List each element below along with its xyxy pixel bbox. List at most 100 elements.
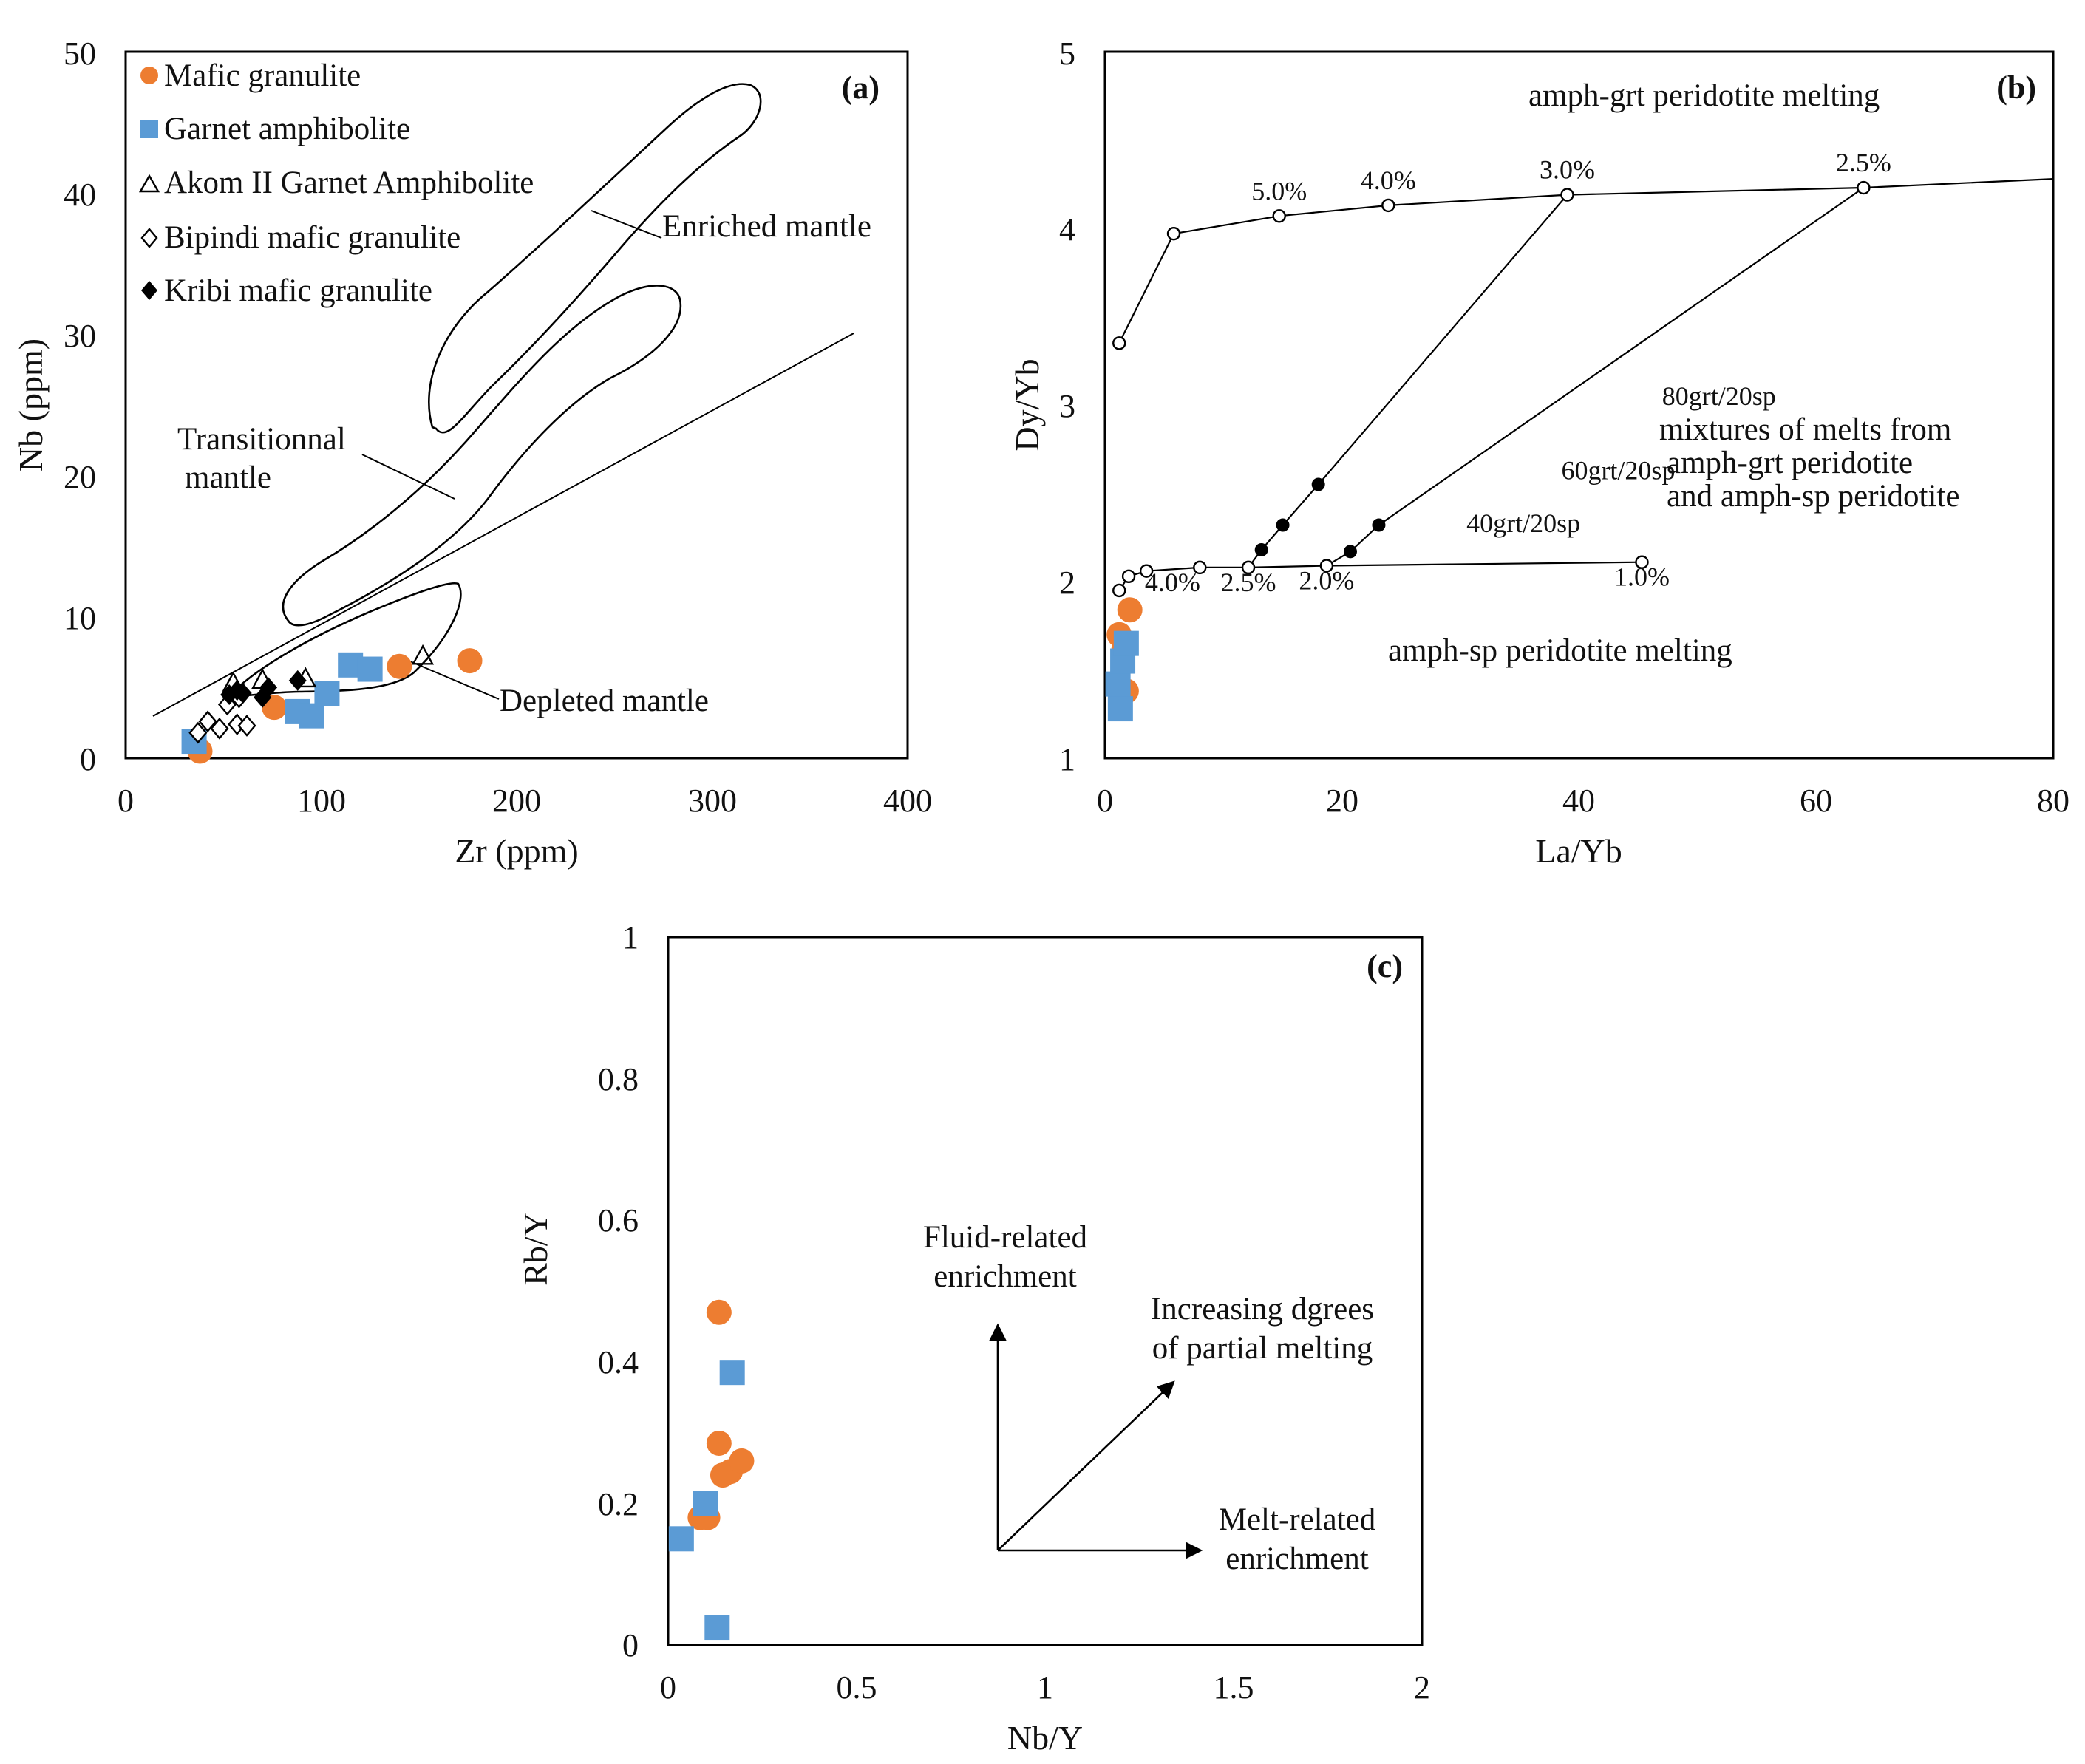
legend-marker-akom-triangle <box>138 174 160 193</box>
panel-a-xtick: 300 <box>688 783 737 819</box>
panel-c-ytick: 0.2 <box>598 1486 639 1522</box>
legend-label: Garnet amphibolite <box>164 112 410 146</box>
panel-a-ytick: 30 <box>64 318 96 354</box>
panel-c-ytick: 0.4 <box>598 1344 639 1380</box>
enriched-mantle-label: Enriched mantle <box>662 209 871 244</box>
amph-sp-peridotite-melting-curve-label: 2.5% <box>1221 568 1276 597</box>
panel-a-label: (a) <box>842 69 880 106</box>
akom-ii-garnet-amphibolite-point <box>412 644 435 665</box>
amph-grt-peridotite-melting-curve-node-point <box>1857 180 1871 195</box>
amph-grt-peridotite-melting-curve-node-point <box>1560 188 1574 202</box>
panel-c-xticks: 0 0.5 1 1.5 2 <box>660 1669 1430 1706</box>
panel-c-yticks: 0 0.2 0.4 0.6 0.8 1 <box>598 919 639 1663</box>
garnet-amphibolite-point <box>1105 671 1131 697</box>
legend-marker-bipindi-diamond <box>140 228 158 248</box>
panel-b-ytick: 5 <box>1059 35 1075 72</box>
panel-b-ytick: 4 <box>1059 211 1075 248</box>
panel-c-xlabel: Nb/Y <box>1007 1719 1083 1757</box>
kribi-mafic-granulite-point <box>288 670 307 691</box>
panel-b-ylabel: Dy/Yb <box>1008 358 1046 451</box>
panel-b: (b) 1 2 3 4 5 0 20 40 60 80 La/Yb Dy/Yb … <box>1008 35 2069 870</box>
mafic-granulite-point <box>706 1430 732 1456</box>
legend-label: Bipindi mafic granulite <box>164 220 460 255</box>
panel-b-xtick: 80 <box>2037 783 2069 819</box>
legend-marker-kribi-diamond <box>141 281 157 300</box>
amph-grt-melting-label: amph-grt peridotite melting <box>1528 78 1880 113</box>
bipindi-mafic-granulite-point <box>237 715 256 737</box>
amph-sp-peridotite-melting-curve-label: 1.0% <box>1614 562 1670 592</box>
bipindi-mafic-granulite-point <box>198 710 217 733</box>
mixing-line-2-5-label: 40grt/20sp <box>1466 508 1580 538</box>
mixtures-label-line-2: amph-grt peridotite <box>1667 446 1913 480</box>
panel-c-xtick: 1 <box>1037 1669 1053 1706</box>
panel-a-ytick: 20 <box>64 459 96 495</box>
panel-b-ytick: 1 <box>1059 741 1075 777</box>
mixing-line-2-5 <box>1326 187 1865 567</box>
panel-a-xlabel: Zr (ppm) <box>455 832 578 870</box>
panel-c-label: (c) <box>1367 948 1403 984</box>
panel-c-ylabel: Rb/Y <box>517 1212 554 1286</box>
amph-sp-peridotite-melting-curve-node-point <box>1121 569 1136 584</box>
amph-sp-peridotite-melting-curve-node-point <box>1635 555 1649 569</box>
amph-grt-peridotite-melting-curve-label: 3.0% <box>1540 155 1595 185</box>
panel-c-ytick: 1 <box>622 919 639 956</box>
mixing-line-3-0-node-point <box>1254 542 1268 556</box>
fluid-enrichment-label: Fluid-related <box>923 1220 1087 1255</box>
panel-a-data <box>181 644 483 764</box>
mafic-granulite-point <box>1117 597 1143 623</box>
panel-b-xtick: 0 <box>1097 783 1113 819</box>
garnet-amphibolite-point <box>1113 630 1139 656</box>
panel-a-ytick: 10 <box>64 600 96 636</box>
amph-sp-peridotite-melting-curve-node-point <box>1112 583 1126 598</box>
partial-melting-arrow <box>997 1380 1175 1551</box>
mafic-granulite-point <box>387 653 412 679</box>
enriched-mantle-field <box>428 83 762 434</box>
legend-marker-mafic-granulite <box>140 67 158 84</box>
panel-a-ytick: 50 <box>64 35 96 72</box>
garnet-amphibolite-point <box>668 1526 694 1552</box>
panel-b-yticks: 1 2 3 4 5 <box>1059 35 1075 777</box>
amph-sp-peridotite-melting-curve-node-point <box>1319 559 1334 573</box>
panel-c-xtick: 1.5 <box>1214 1669 1254 1706</box>
panel-b-label: (b) <box>1996 69 2036 106</box>
kribi-mafic-granulite-point <box>259 677 278 698</box>
panel-a-xtick: 0 <box>118 783 134 819</box>
amph-sp-peridotite-melting-curve-label: 4.0% <box>1145 568 1200 597</box>
partial-melting-label: Increasing dgrees <box>1151 1292 1374 1327</box>
panel-a-ytick: 40 <box>64 177 96 213</box>
amph-grt-peridotite-melting-curve-node-point <box>1381 198 1395 213</box>
panel-c: (c) 0 0.2 0.4 0.6 0.8 1 0 0.5 1 1.5 2 Nb… <box>517 919 1430 1757</box>
transitional-mantle-leader <box>361 454 455 500</box>
garnet-amphibolite-point <box>357 656 383 682</box>
amph-sp-peridotite-melting-curve-node-point <box>1193 560 1207 575</box>
panel-a-xtick: 400 <box>883 783 932 819</box>
legend-marker-garnet-amphibolite <box>140 120 158 138</box>
kribi-mafic-granulite-point <box>234 683 252 704</box>
mafic-granulite-point <box>457 648 483 674</box>
transitional-mantle-label: mantle <box>185 460 271 495</box>
amph-grt-peridotite-melting-curve-label: 5.0% <box>1251 176 1307 205</box>
legend-label: Mafic granulite <box>164 58 361 93</box>
melt-enrichment-label: Melt-related <box>1219 1502 1376 1537</box>
partial-melting-label: of partial melting <box>1152 1331 1373 1366</box>
mafic-granulite-point <box>706 1299 732 1325</box>
panel-b-frame <box>1103 50 2055 760</box>
panel-a-xtick: 100 <box>297 783 346 819</box>
bipindi-mafic-granulite-point <box>210 717 229 740</box>
transitional-mantle-field <box>282 285 682 627</box>
bipindi-mafic-granulite-point <box>188 721 208 744</box>
garnet-amphibolite-point <box>693 1491 718 1516</box>
enriched-depleted-divider <box>152 333 854 717</box>
panel-b-xlabel: La/Yb <box>1535 832 1622 870</box>
panel-a-xtick: 200 <box>492 783 541 819</box>
amph-grt-peridotite-melting-curve-node-point <box>1166 226 1181 241</box>
garnet-amphibolite-point <box>719 1360 745 1386</box>
mixing-line-2-5-node-point <box>1343 545 1357 559</box>
panel-c-ytick: 0.6 <box>598 1202 639 1239</box>
panel-c-ytick: 0.8 <box>598 1061 639 1097</box>
panel-a: (a) 0 10 20 30 40 50 0 100 200 300 400 Z… <box>12 35 932 870</box>
garnet-amphibolite-point <box>704 1615 730 1641</box>
panel-c-xtick: 0.5 <box>837 1669 877 1706</box>
panel-b-curves <box>1118 178 2054 591</box>
panel-a-legend: Mafic granulite Garnet amphibolite Akom … <box>138 58 534 308</box>
